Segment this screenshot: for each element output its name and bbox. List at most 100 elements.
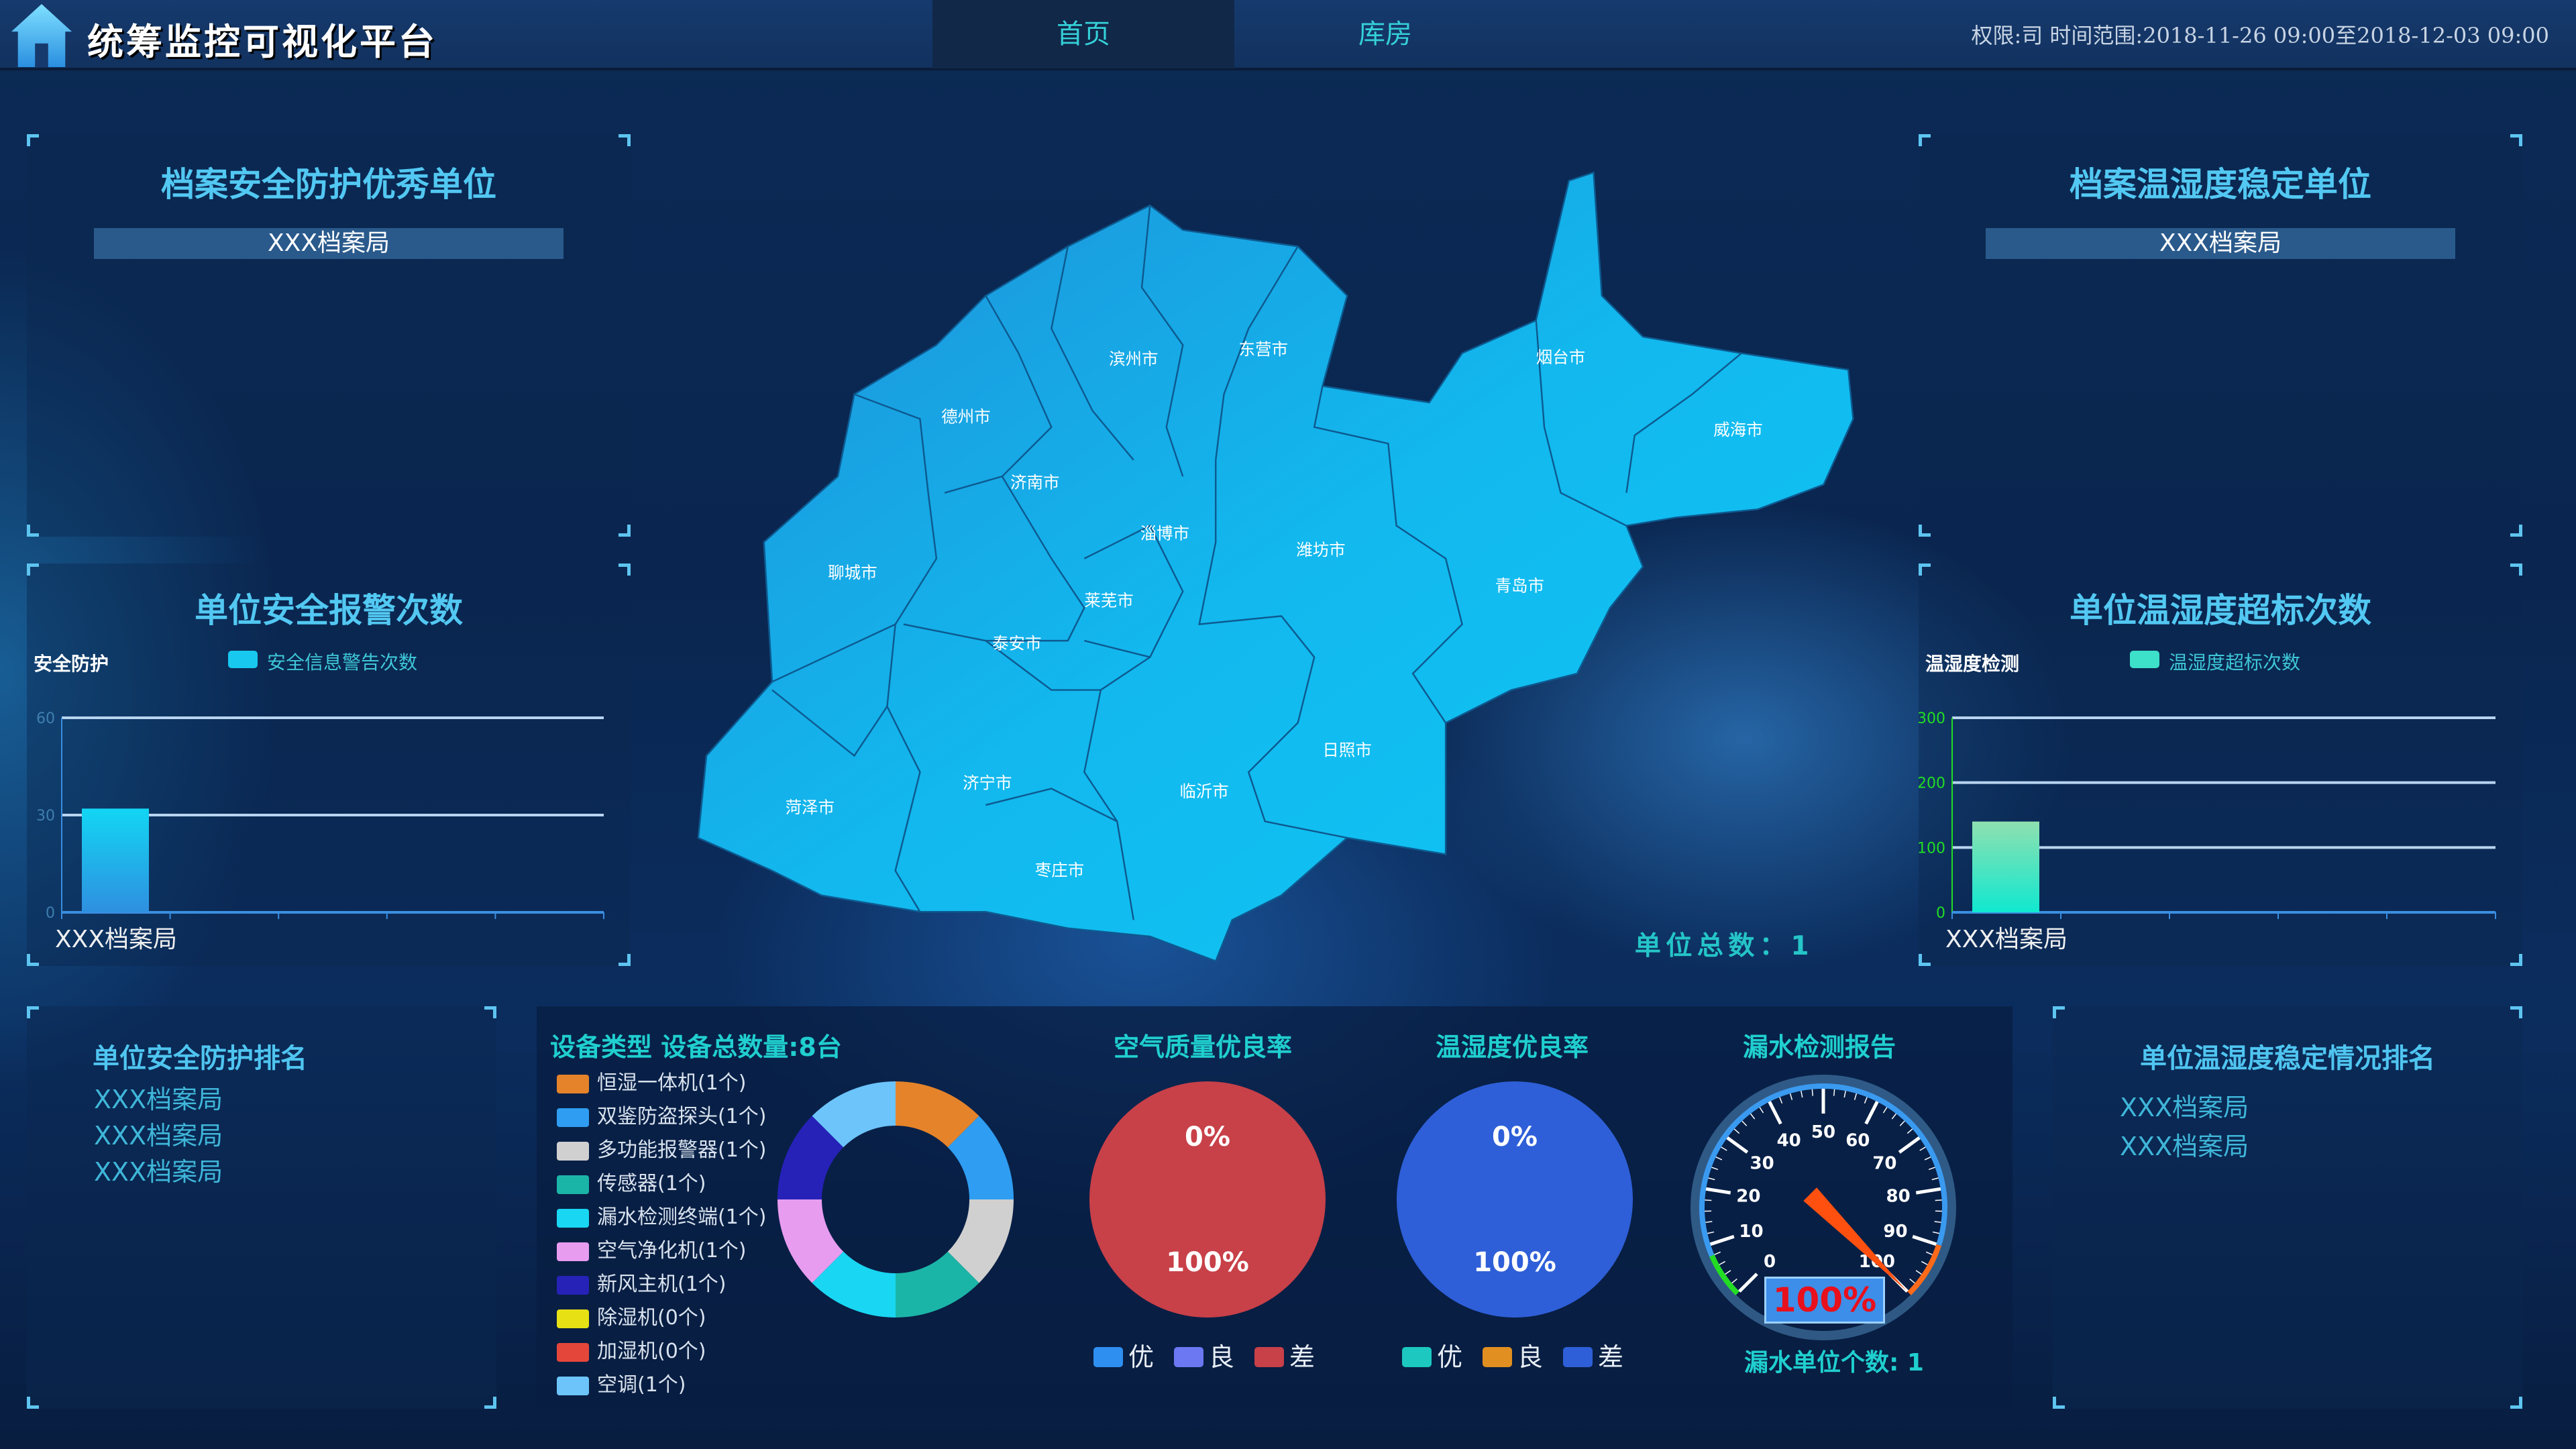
legend-swatch xyxy=(228,651,258,668)
donut-slice[interactable] xyxy=(947,1199,1014,1283)
rank-item[interactable]: XXX档案局 xyxy=(2120,1093,2249,1122)
legend-swatch xyxy=(557,1208,589,1228)
y-tick-label: 0 xyxy=(46,905,55,922)
gauge-glow xyxy=(1690,1075,1956,1340)
gauge-tick xyxy=(1705,1187,1731,1195)
rank-item[interactable]: XXX档案局 xyxy=(2120,1132,2249,1161)
legend-item[interactable]: 恒湿一体机(1个) xyxy=(557,1070,747,1097)
legend-swatch xyxy=(1093,1347,1123,1367)
city-label[interactable]: 聊城市 xyxy=(828,563,877,582)
donut-slice[interactable] xyxy=(777,1199,844,1283)
legend-swatch xyxy=(557,1108,589,1127)
gauge-tick xyxy=(1811,1089,1814,1096)
legend-label: 良 xyxy=(1517,1342,1543,1372)
city-label[interactable]: 潍坊市 xyxy=(1296,540,1345,559)
gauge-tick xyxy=(1726,1136,1749,1154)
donut-slice[interactable] xyxy=(896,1081,979,1148)
legend-label: 差 xyxy=(1598,1342,1623,1372)
city-label[interactable]: 东营市 xyxy=(1239,339,1288,359)
city-label[interactable]: 淄博市 xyxy=(1140,523,1189,543)
legend-swatch xyxy=(2130,651,2159,668)
gauge-tick xyxy=(1733,1128,1740,1134)
pie-slice[interactable] xyxy=(1397,1081,1633,1318)
gauge-tick xyxy=(1891,1113,1897,1120)
city-label[interactable]: 临沂市 xyxy=(1179,782,1228,801)
city-label[interactable]: 威海市 xyxy=(1713,420,1762,439)
city-label[interactable]: 莱芜市 xyxy=(1084,591,1133,610)
city-label[interactable]: 烟台市 xyxy=(1536,347,1585,367)
legend-label: 空气净化机(1个) xyxy=(597,1239,747,1263)
y-tick-label: 30 xyxy=(36,808,55,824)
humidity-exceed-panel: 单位温湿度超标次数 温湿度检测 温湿度超标次数 0 100 200 300 XXX档案局 xyxy=(1919,564,2522,966)
legend-item[interactable]: 双鉴防盗探头(1个) xyxy=(557,1104,767,1130)
panel-title: 单位安全防护排名 xyxy=(93,1043,307,1074)
city-label[interactable]: 德州市 xyxy=(941,407,990,426)
gauge-tick xyxy=(1731,1278,1737,1284)
gauge-tick xyxy=(1921,1260,1928,1265)
gauge-tick xyxy=(1919,1146,1926,1151)
city-label[interactable]: 菏泽市 xyxy=(786,798,835,817)
security-excellent-panel: 档案安全防护优秀单位 XXX档案局 xyxy=(27,134,631,537)
city-label[interactable]: 济宁市 xyxy=(963,773,1012,793)
gauge-tick xyxy=(1854,1093,1858,1100)
gauge-needle xyxy=(1803,1187,1907,1291)
gauge-tick-label: 30 xyxy=(1750,1154,1774,1174)
gauge-tick xyxy=(1707,1231,1715,1234)
legend-item[interactable]: 多功能报警器(1个) xyxy=(557,1137,767,1164)
city-label[interactable]: 滨州市 xyxy=(1109,350,1158,369)
rank-item[interactable]: XXX档案局 xyxy=(94,1085,223,1114)
tab-warehouse[interactable]: 库房 xyxy=(1358,19,1412,50)
gauge-tick-label: 60 xyxy=(1845,1130,1870,1150)
gauge-tick xyxy=(1928,1167,1935,1171)
legend-item[interactable]: 传感器(1个) xyxy=(557,1171,706,1197)
gauge-tick xyxy=(1750,1113,1756,1120)
humidity-rank-panel: 单位温湿度稳定情况排名 XXX档案局 XXX档案局 xyxy=(2053,1006,2522,1409)
legend-label: 新风主机(1个) xyxy=(597,1273,727,1296)
rank-item[interactable]: XXX档案局 xyxy=(94,1121,223,1150)
donut-slice[interactable] xyxy=(812,1081,896,1148)
bar xyxy=(82,808,149,912)
legend-item[interactable]: 加湿机(0个) xyxy=(557,1338,706,1365)
city-label[interactable]: 日照市 xyxy=(1322,741,1371,760)
city-label[interactable]: 济南市 xyxy=(1010,472,1059,492)
legend-swatch xyxy=(557,1141,589,1161)
legend-item[interactable]: 空调(1个) xyxy=(557,1372,686,1399)
legend-label: 优 xyxy=(1128,1342,1154,1372)
y-tick-label: 0 xyxy=(1936,905,1945,922)
donut-slice[interactable] xyxy=(947,1116,1014,1199)
pie-slice[interactable] xyxy=(1089,1081,1326,1318)
temp-humidity-title: 温湿度优良率 xyxy=(1436,1032,1589,1062)
legend-swatch xyxy=(1563,1347,1593,1367)
legend-item[interactable]: 漏水检测终端(1个) xyxy=(557,1204,767,1231)
city-label[interactable]: 青岛市 xyxy=(1495,576,1544,596)
gauge-tick xyxy=(1935,1199,1942,1201)
gauge-tick-label: 50 xyxy=(1811,1122,1835,1142)
donut-slice[interactable] xyxy=(812,1251,896,1318)
donut-slice[interactable] xyxy=(777,1116,844,1199)
legend-label: 多功能报警器(1个) xyxy=(597,1138,767,1162)
gauge-tick xyxy=(1833,1089,1835,1096)
legend-swatch xyxy=(1174,1347,1203,1367)
legend-swatch xyxy=(557,1074,589,1093)
gauge-tick xyxy=(1864,1097,1868,1104)
gauge-tick xyxy=(1931,1177,1939,1181)
city-label[interactable]: 泰安市 xyxy=(992,633,1041,653)
city-label[interactable]: 枣庄市 xyxy=(1035,860,1084,879)
city-labels: 滨州市 东营市 烟台市 威海市 德州市 济南市 淄博市 潍坊市 青岛市 聊城市 … xyxy=(786,339,1763,879)
gauge-tick xyxy=(1899,1120,1905,1126)
map-outline[interactable] xyxy=(697,171,1854,963)
legend-item[interactable]: 空气净化机(1个) xyxy=(557,1238,747,1265)
rank-item[interactable]: XXX档案局 xyxy=(94,1157,223,1187)
legend-item[interactable]: 新风主机(1个) xyxy=(557,1271,727,1298)
panel-title: 单位温湿度超标次数 xyxy=(2070,590,2371,630)
security-alarm-chart: 0 30 60 XXX档案局 xyxy=(36,710,604,953)
legend-label: 双鉴防盗探头(1个) xyxy=(597,1105,767,1128)
panel-title: 单位温湿度稳定情况排名 xyxy=(2140,1043,2435,1074)
panel-title: 单位安全报警次数 xyxy=(195,590,463,630)
donut-slice[interactable] xyxy=(896,1251,979,1318)
legend-label: 空调(1个) xyxy=(597,1373,686,1397)
legend-item[interactable]: 除湿机(0个) xyxy=(557,1305,706,1332)
tab-home[interactable]: 首页 xyxy=(932,0,1234,68)
gauge-tick xyxy=(1909,1278,1915,1284)
